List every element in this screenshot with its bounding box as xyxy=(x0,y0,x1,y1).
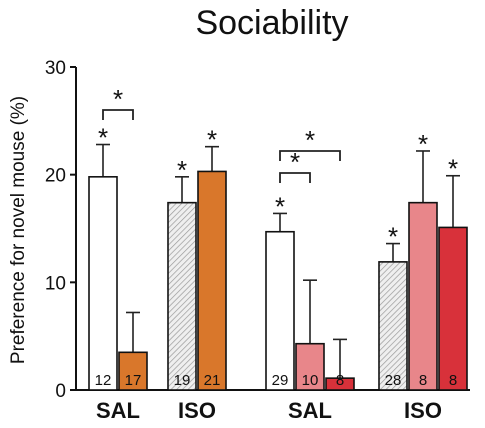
bar xyxy=(325,377,355,391)
group-label: ISO xyxy=(178,398,216,423)
n-label: 8 xyxy=(336,372,344,389)
group-label: ISO xyxy=(404,398,442,423)
comparison-bracket xyxy=(102,109,134,120)
significance-star: * xyxy=(388,222,398,252)
comparison-star: * xyxy=(305,125,315,155)
comparison-star: * xyxy=(290,147,300,177)
bar xyxy=(265,230,295,391)
group-label: SAL xyxy=(96,398,140,423)
y-axis-label: Preference for novel mouse (%) xyxy=(8,96,29,364)
significance-star: * xyxy=(275,191,285,221)
axes: 0 10 20 30 SAL ISO SAL ISO xyxy=(45,58,470,423)
n-label: 21 xyxy=(204,372,221,389)
significance-star: * xyxy=(207,125,217,155)
n-label: 19 xyxy=(174,372,191,389)
n-label: 17 xyxy=(125,372,142,389)
bar xyxy=(378,261,408,391)
annotations: ********** xyxy=(98,84,458,252)
bar xyxy=(88,176,118,391)
bar xyxy=(408,201,438,391)
significance-star: * xyxy=(98,123,108,153)
bar xyxy=(438,226,468,391)
comparison-bracket xyxy=(279,172,311,183)
bar xyxy=(295,342,325,391)
significance-star: * xyxy=(177,155,187,185)
n-label: 8 xyxy=(419,372,427,389)
bar xyxy=(197,170,227,391)
y-tick-label: 30 xyxy=(45,58,66,79)
significance-star: * xyxy=(418,129,428,159)
comparison-bracket xyxy=(279,150,341,161)
bar xyxy=(167,201,197,391)
y-tick-label: 20 xyxy=(45,166,66,187)
significance-star: * xyxy=(448,154,458,184)
n-label: 12 xyxy=(95,372,112,389)
comparison-star: * xyxy=(113,84,123,114)
y-tick-label: 0 xyxy=(55,381,66,402)
group-label: SAL xyxy=(288,398,332,423)
y-tick-label: 10 xyxy=(45,273,66,294)
n-label: 8 xyxy=(449,372,457,389)
n-label: 28 xyxy=(385,372,402,389)
n-label: 29 xyxy=(272,372,289,389)
bar xyxy=(118,351,148,391)
n-label: 10 xyxy=(302,372,319,389)
bars: 12 17 19 21 29 10 8 28 8 8 xyxy=(88,143,468,391)
chart-title: Sociability xyxy=(195,4,348,42)
